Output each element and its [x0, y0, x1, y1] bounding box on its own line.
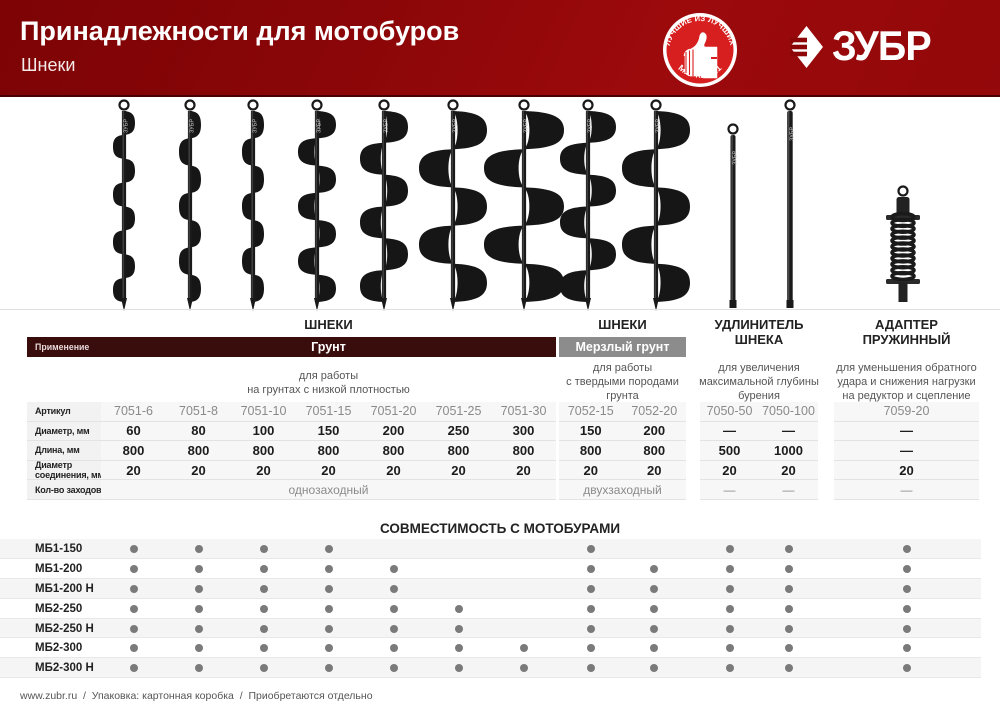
svg-text:ЗУБР: ЗУБР	[190, 119, 196, 133]
svg-text:ЗУБР: ЗУБР	[832, 23, 931, 69]
svg-text:ЗУБР: ЗУБР	[588, 119, 594, 133]
svg-text:ЗУБР: ЗУБР	[124, 119, 130, 133]
svg-text:ЗУБР: ЗУБР	[253, 119, 259, 133]
svg-text:ЗУБР: ЗУБР	[453, 119, 459, 133]
svg-text:ЗУБР: ЗУБР	[524, 119, 530, 133]
svg-text:ЗУБР: ЗУБР	[384, 119, 390, 133]
svg-text:ЗУБР: ЗУБР	[733, 151, 739, 165]
svg-text:ЗУБР: ЗУБР	[790, 127, 796, 141]
svg-text:ЗУБР: ЗУБР	[317, 119, 323, 133]
svg-text:ЗУБР: ЗУБР	[656, 119, 662, 133]
